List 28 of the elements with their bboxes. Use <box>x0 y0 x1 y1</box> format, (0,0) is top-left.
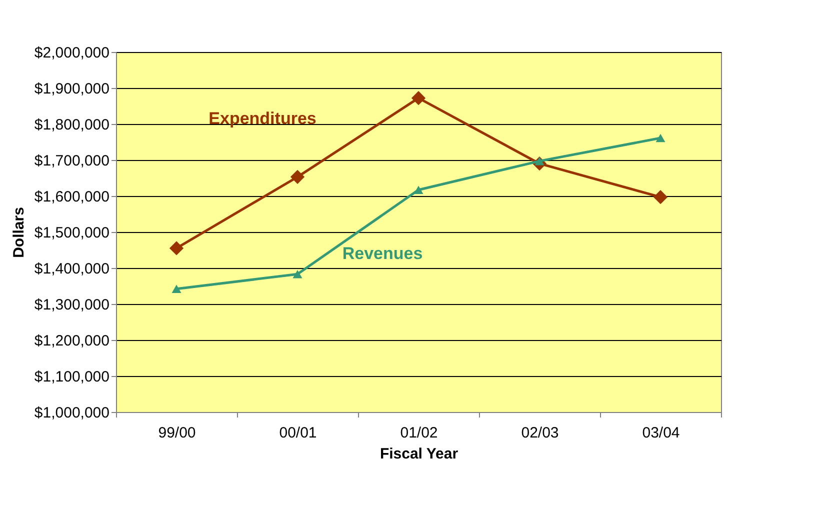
point <box>290 170 305 184</box>
x-tick-label: 01/02 <box>400 424 438 442</box>
y-tick-label: $1,300,000 <box>34 296 110 314</box>
point <box>169 241 184 256</box>
y-tick-label: $1,200,000 <box>34 332 110 350</box>
y-tick-label: $1,800,000 <box>34 116 110 134</box>
x-axis-title: Fiscal Year <box>380 446 458 462</box>
x-tick-label: 00/01 <box>279 424 317 442</box>
y-tick-label: $1,500,000 <box>34 224 110 242</box>
point <box>172 284 182 293</box>
y-tick-label: $2,000,000 <box>34 44 110 62</box>
y-tick-label: $1,100,000 <box>34 368 110 386</box>
y-tick-label: $1,700,000 <box>34 152 110 170</box>
series-label: Expenditures <box>208 108 316 128</box>
point <box>292 270 302 278</box>
y-axis-title: Dollars <box>10 207 28 258</box>
point <box>414 186 424 194</box>
series-label: Revenues <box>342 244 423 264</box>
y-tick-label: $1,400,000 <box>34 260 110 278</box>
x-tick-label: 02/03 <box>521 424 559 442</box>
y-tick-label: $1,900,000 <box>34 80 110 98</box>
point <box>653 190 668 204</box>
y-tick-label: $1,000,000 <box>34 404 110 422</box>
y-tick-label: $1,600,000 <box>34 188 110 206</box>
point <box>656 134 666 142</box>
x-tick-label: 03/04 <box>642 424 680 442</box>
x-tick-label: 99/00 <box>158 424 196 442</box>
point <box>411 91 426 106</box>
